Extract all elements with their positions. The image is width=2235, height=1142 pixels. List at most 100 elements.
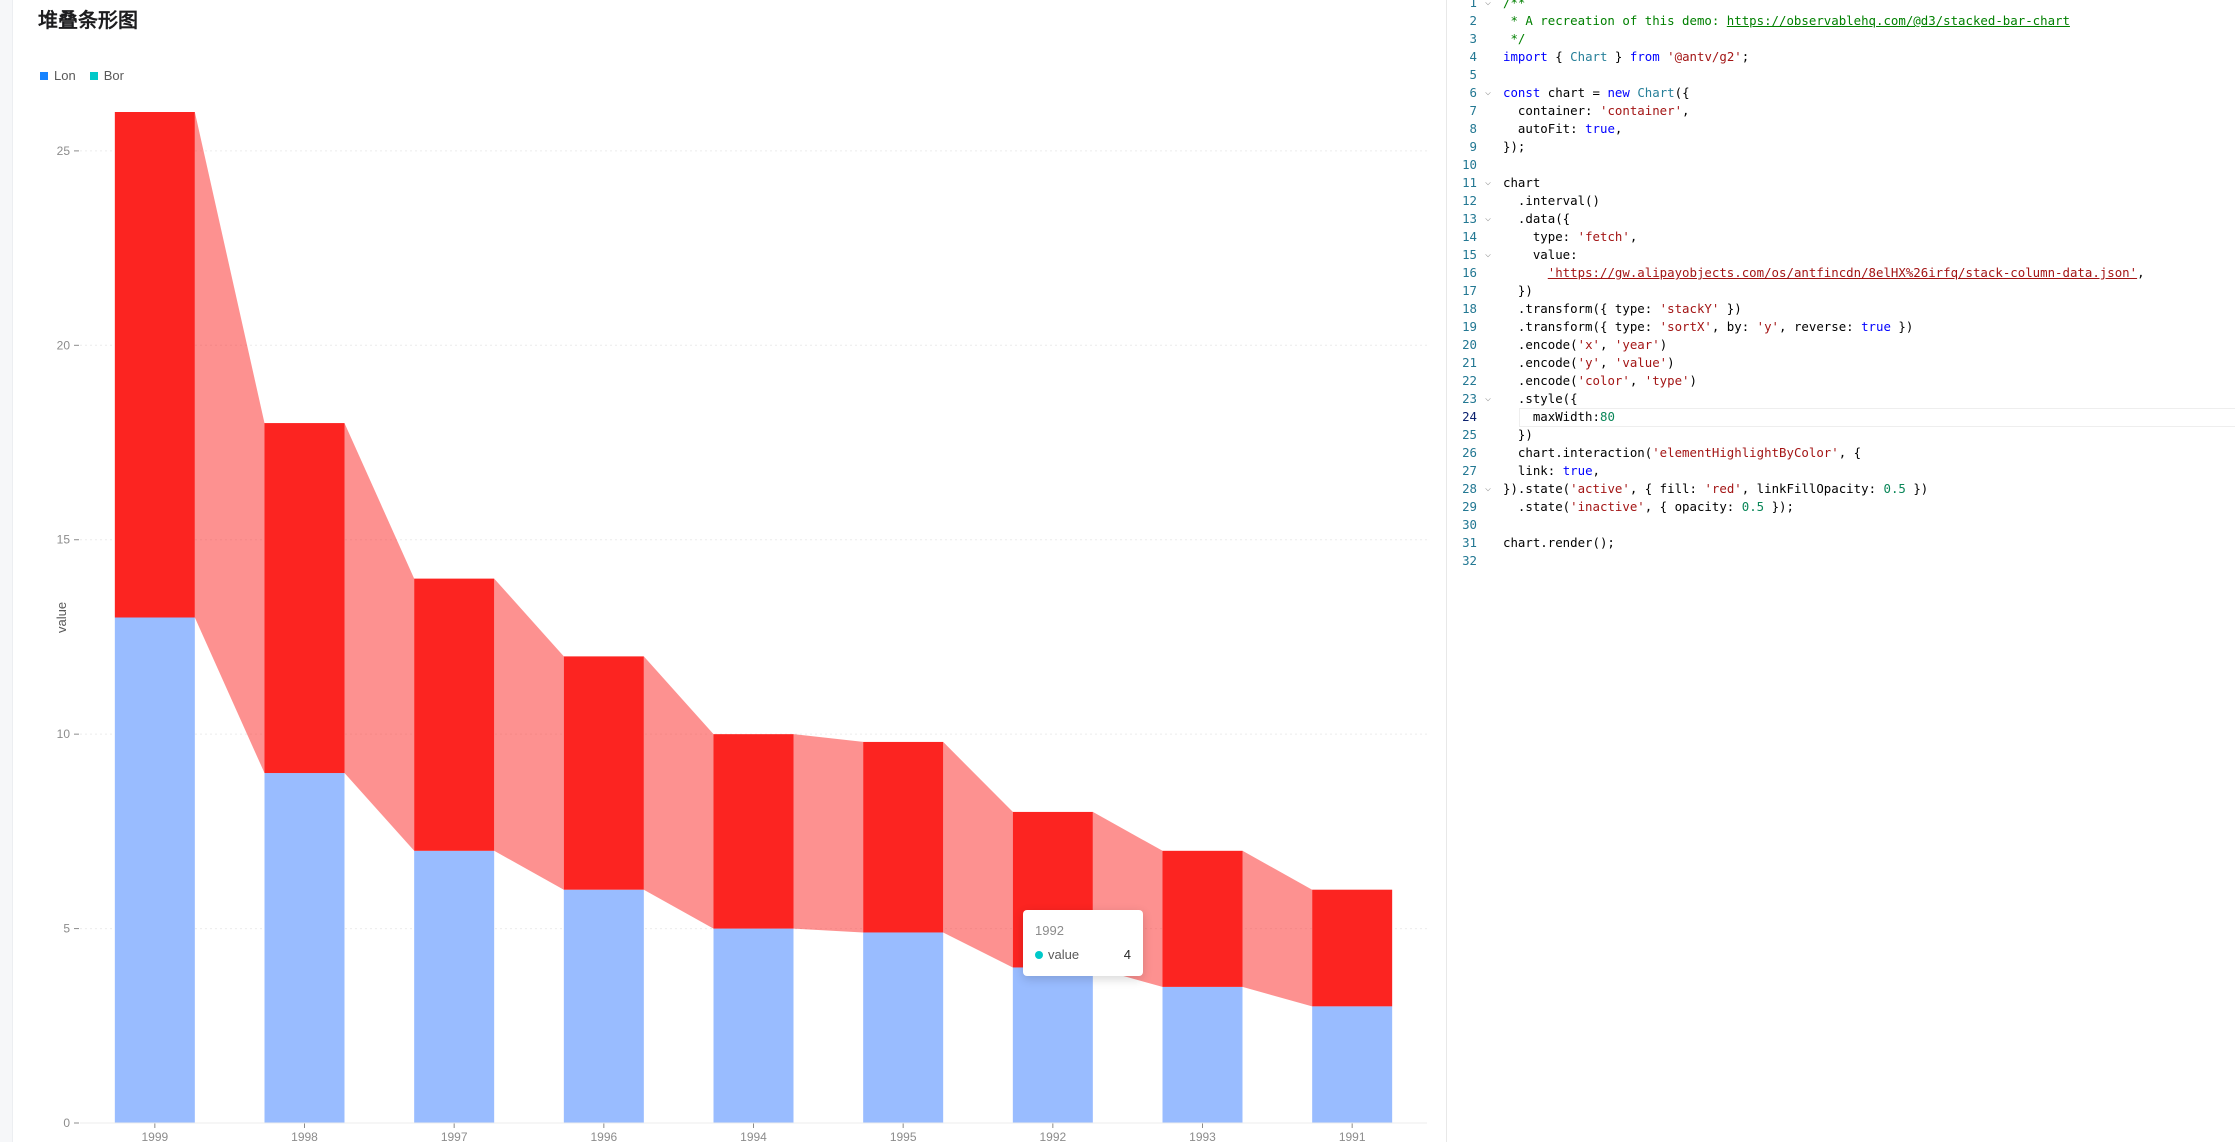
- line-number: 31: [1462, 535, 1477, 550]
- code-text: * A recreation of this demo: https://obs…: [1503, 13, 2070, 28]
- code-text: container: 'container',: [1503, 103, 1690, 118]
- line-number: 19: [1462, 319, 1477, 334]
- code-line[interactable]: 24 maxWidth:80: [1447, 408, 2235, 427]
- line-number: 16: [1462, 265, 1477, 280]
- code-line[interactable]: 31 chart.render();: [1447, 534, 2235, 552]
- fold-chevron-icon[interactable]: ⌵: [1485, 0, 1492, 8]
- code-line[interactable]: 21 .encode('y', 'value'): [1447, 354, 2235, 372]
- code-line[interactable]: 3 */: [1447, 30, 2235, 48]
- line-number: 20: [1462, 337, 1477, 352]
- link-area-bor: [494, 578, 564, 890]
- code-line[interactable]: 23 ⌵ .style({: [1447, 390, 2235, 408]
- fold-chevron-icon[interactable]: ⌵: [1485, 393, 1492, 404]
- bar-lon[interactable]: [1312, 1006, 1393, 1123]
- bar-bor[interactable]: [563, 656, 644, 890]
- x-tick-label: 1995: [890, 1130, 917, 1142]
- code-line[interactable]: 18 .transform({ type: 'stackY' }): [1447, 300, 2235, 318]
- code-text: /**: [1503, 0, 1526, 10]
- x-tick-label: 1997: [441, 1130, 468, 1142]
- stacked-bar-chart[interactable]: 0 5 10 15 20 25 value 1999 1998 1997 1996 1994 1995 1…: [12, 52, 1442, 1142]
- code-line[interactable]: 20 .encode('x', 'year'): [1447, 336, 2235, 354]
- bar-lon[interactable]: [863, 932, 944, 1123]
- code-line[interactable]: 29 .state('inactive', { opacity: 0.5 });: [1447, 498, 2235, 516]
- code-line[interactable]: 15 ⌵ value:: [1447, 246, 2235, 264]
- legend-item-lon[interactable]: Lon: [40, 68, 76, 83]
- code-line[interactable]: 30: [1447, 516, 2235, 534]
- code-line[interactable]: 26 chart.interaction('elementHighlightBy…: [1447, 444, 2235, 462]
- fold-chevron-icon[interactable]: ⌵: [1485, 213, 1492, 224]
- code-text: .transform({ type: 'sortX', by: 'y', rev…: [1503, 319, 1914, 334]
- line-number: 25: [1462, 427, 1477, 442]
- bar-lon[interactable]: [1162, 986, 1243, 1123]
- link-area-bor: [194, 112, 265, 774]
- code-line[interactable]: 9});: [1447, 138, 2235, 156]
- code-editor[interactable]: 1 ⌵ /** 2 * A recreation of this demo: http…: [1446, 0, 2235, 1142]
- code-text: chart: [1503, 175, 1541, 190]
- tooltip-row: value 4: [1035, 947, 1131, 962]
- code-line[interactable]: 7 container: 'container',: [1447, 102, 2235, 120]
- bar-lon[interactable]: [713, 928, 794, 1123]
- bar-lon[interactable]: [1012, 967, 1093, 1123]
- bar-bor[interactable]: [1162, 850, 1243, 987]
- line-number: 14: [1462, 229, 1477, 244]
- bar-lon[interactable]: [414, 850, 495, 1123]
- code-line[interactable]: 27 link: true,: [1447, 462, 2235, 480]
- code-line[interactable]: 22 .encode('color', 'type'): [1447, 372, 2235, 390]
- code-line[interactable]: 16 'https://gw.alipayobjects.com/os/antf…: [1447, 264, 2235, 282]
- y-axis-label: value: [54, 602, 69, 633]
- line-number: 17: [1462, 283, 1477, 298]
- bar-lon[interactable]: [563, 889, 644, 1123]
- tooltip-title: 1992: [1035, 923, 1064, 938]
- code-line[interactable]: 19 .transform({ type: 'sortX', by: 'y', …: [1447, 318, 2235, 336]
- fold-chevron-icon[interactable]: ⌵: [1485, 483, 1492, 494]
- bar-bor[interactable]: [264, 423, 345, 774]
- code-text: 'https://gw.alipayobjects.com/os/antfinc…: [1547, 265, 2145, 280]
- code-line[interactable]: 1 ⌵ /**: [1447, 0, 2235, 12]
- code-line[interactable]: 6 ⌵ const chart = new Chart({: [1447, 84, 2235, 102]
- current-line-highlight: [1519, 408, 2235, 427]
- chart-legend: Lon Bor: [40, 68, 124, 83]
- code-line[interactable]: 12 .interval(): [1447, 192, 2235, 210]
- line-number: 11: [1462, 175, 1477, 190]
- line-number: 3: [1469, 31, 1477, 46]
- code-line[interactable]: 13 ⌵ .data({: [1447, 210, 2235, 228]
- line-number: 15: [1462, 247, 1477, 262]
- bar-bor[interactable]: [114, 112, 195, 618]
- code-text: .interval(): [1503, 193, 1600, 208]
- code-text: .style({: [1503, 391, 1578, 406]
- code-line[interactable]: 10: [1447, 156, 2235, 174]
- line-number: 4: [1469, 49, 1477, 64]
- bar-bor[interactable]: [414, 578, 495, 851]
- code-line[interactable]: 28 ⌵}).state('active', { fill: 'red', lin…: [1447, 480, 2235, 498]
- x-tick-label: 1993: [1189, 1130, 1216, 1142]
- line-number: 9: [1469, 139, 1477, 154]
- x-tick-label: 1996: [590, 1130, 617, 1142]
- code-line[interactable]: 8 autoFit: true,: [1447, 120, 2235, 138]
- link-area-bor: [793, 734, 864, 933]
- fold-chevron-icon[interactable]: ⌵: [1485, 249, 1492, 260]
- code-line[interactable]: 14 type: 'fetch',: [1447, 228, 2235, 246]
- x-tick-label: 1994: [740, 1130, 767, 1142]
- line-number: 1: [1469, 0, 1477, 10]
- legend-item-bor[interactable]: Bor: [89, 68, 124, 83]
- code-line[interactable]: 11 ⌵ chart: [1447, 174, 2235, 192]
- code-line[interactable]: 4 import { Chart } from '@antv/g2';: [1447, 48, 2235, 66]
- code-line[interactable]: 17 }): [1447, 282, 2235, 300]
- code-line[interactable]: 5: [1447, 66, 2235, 84]
- code-line[interactable]: 32: [1447, 552, 2235, 570]
- bar-bor[interactable]: [863, 741, 944, 933]
- code-line[interactable]: 25 }): [1447, 426, 2235, 444]
- fold-chevron-icon[interactable]: ⌵: [1485, 177, 1492, 188]
- code-text: maxWidth:80: [1503, 409, 1615, 424]
- legend-swatch-bor-icon: [89, 71, 98, 80]
- legend-label-lon: Lon: [54, 68, 76, 83]
- code-line[interactable]: 2 * A recreation of this demo: https://o…: [1447, 12, 2235, 30]
- bar-lon[interactable]: [114, 617, 195, 1124]
- bar-bor[interactable]: [713, 734, 794, 929]
- code-text: .transform({ type: 'stackY' }): [1503, 301, 1742, 316]
- bar-lon[interactable]: [264, 773, 345, 1123]
- left-panel-edge: [0, 0, 13, 1142]
- fold-chevron-icon[interactable]: ⌵: [1485, 87, 1492, 98]
- line-number: 8: [1469, 121, 1477, 136]
- bar-bor[interactable]: [1312, 889, 1393, 1007]
